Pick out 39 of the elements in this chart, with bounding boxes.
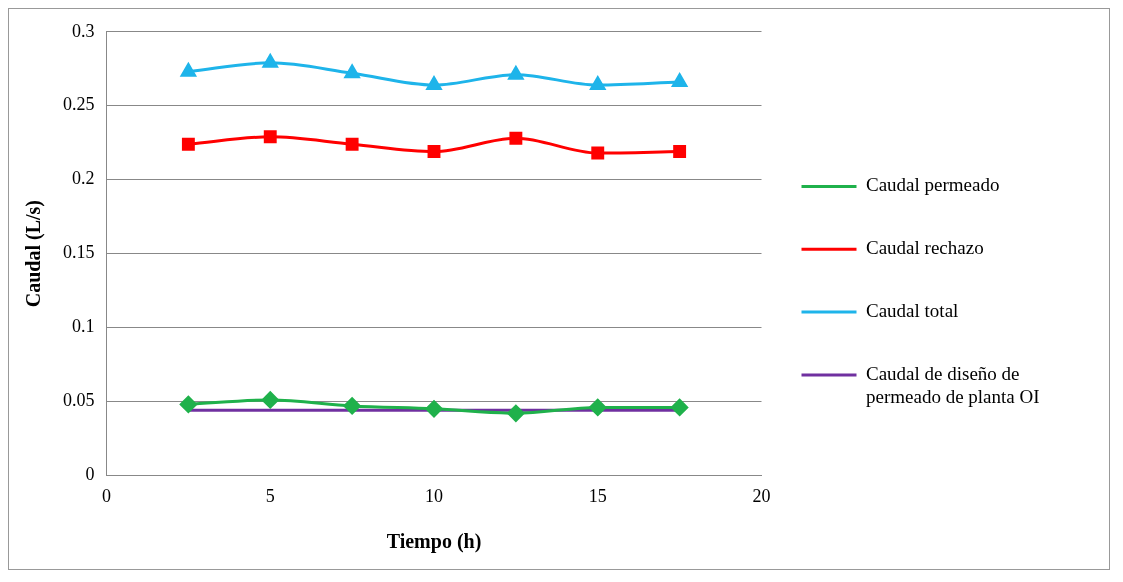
y-tick-label: 0.1 (72, 316, 95, 337)
point (591, 146, 605, 160)
y-axis-title: Caudal (L/s) (22, 199, 46, 308)
point (344, 64, 360, 79)
point (427, 145, 441, 159)
point (673, 145, 687, 159)
legend-label: Caudal de diseño de permeado de planta OI (866, 362, 1040, 407)
x-axis-title: Tiempo (h) (386, 530, 482, 554)
y-tick-label: 0.05 (63, 390, 95, 411)
point (425, 400, 443, 418)
x-tick-label: 0 (102, 485, 111, 506)
legend-label: Caudal permeado (866, 174, 1000, 196)
legend-label: Caudal rechazo (866, 237, 984, 259)
point (261, 391, 279, 409)
point (672, 73, 688, 88)
y-tick-label: 0.25 (63, 94, 95, 115)
point (179, 395, 197, 413)
x-tick-label: 15 (588, 485, 607, 506)
x-tick-label: 20 (752, 485, 771, 506)
y-tick-label: 0 (85, 464, 95, 485)
point (671, 398, 689, 416)
point (345, 137, 359, 151)
y-tick-label: 0.3 (72, 20, 95, 41)
point (181, 137, 195, 151)
point (590, 76, 606, 91)
y-tick-label: 0.2 (72, 168, 95, 189)
point (509, 131, 523, 145)
y-tick-label: 0.15 (63, 242, 95, 263)
x-tick-label: 5 (265, 485, 275, 506)
point (343, 397, 361, 415)
point (263, 130, 277, 144)
x-tick-label: 10 (425, 485, 443, 506)
legend-label: Caudal total (866, 300, 959, 322)
point (508, 66, 524, 80)
point (589, 398, 607, 416)
point (180, 63, 196, 77)
point (426, 76, 442, 91)
point (507, 404, 525, 422)
point (262, 54, 278, 68)
